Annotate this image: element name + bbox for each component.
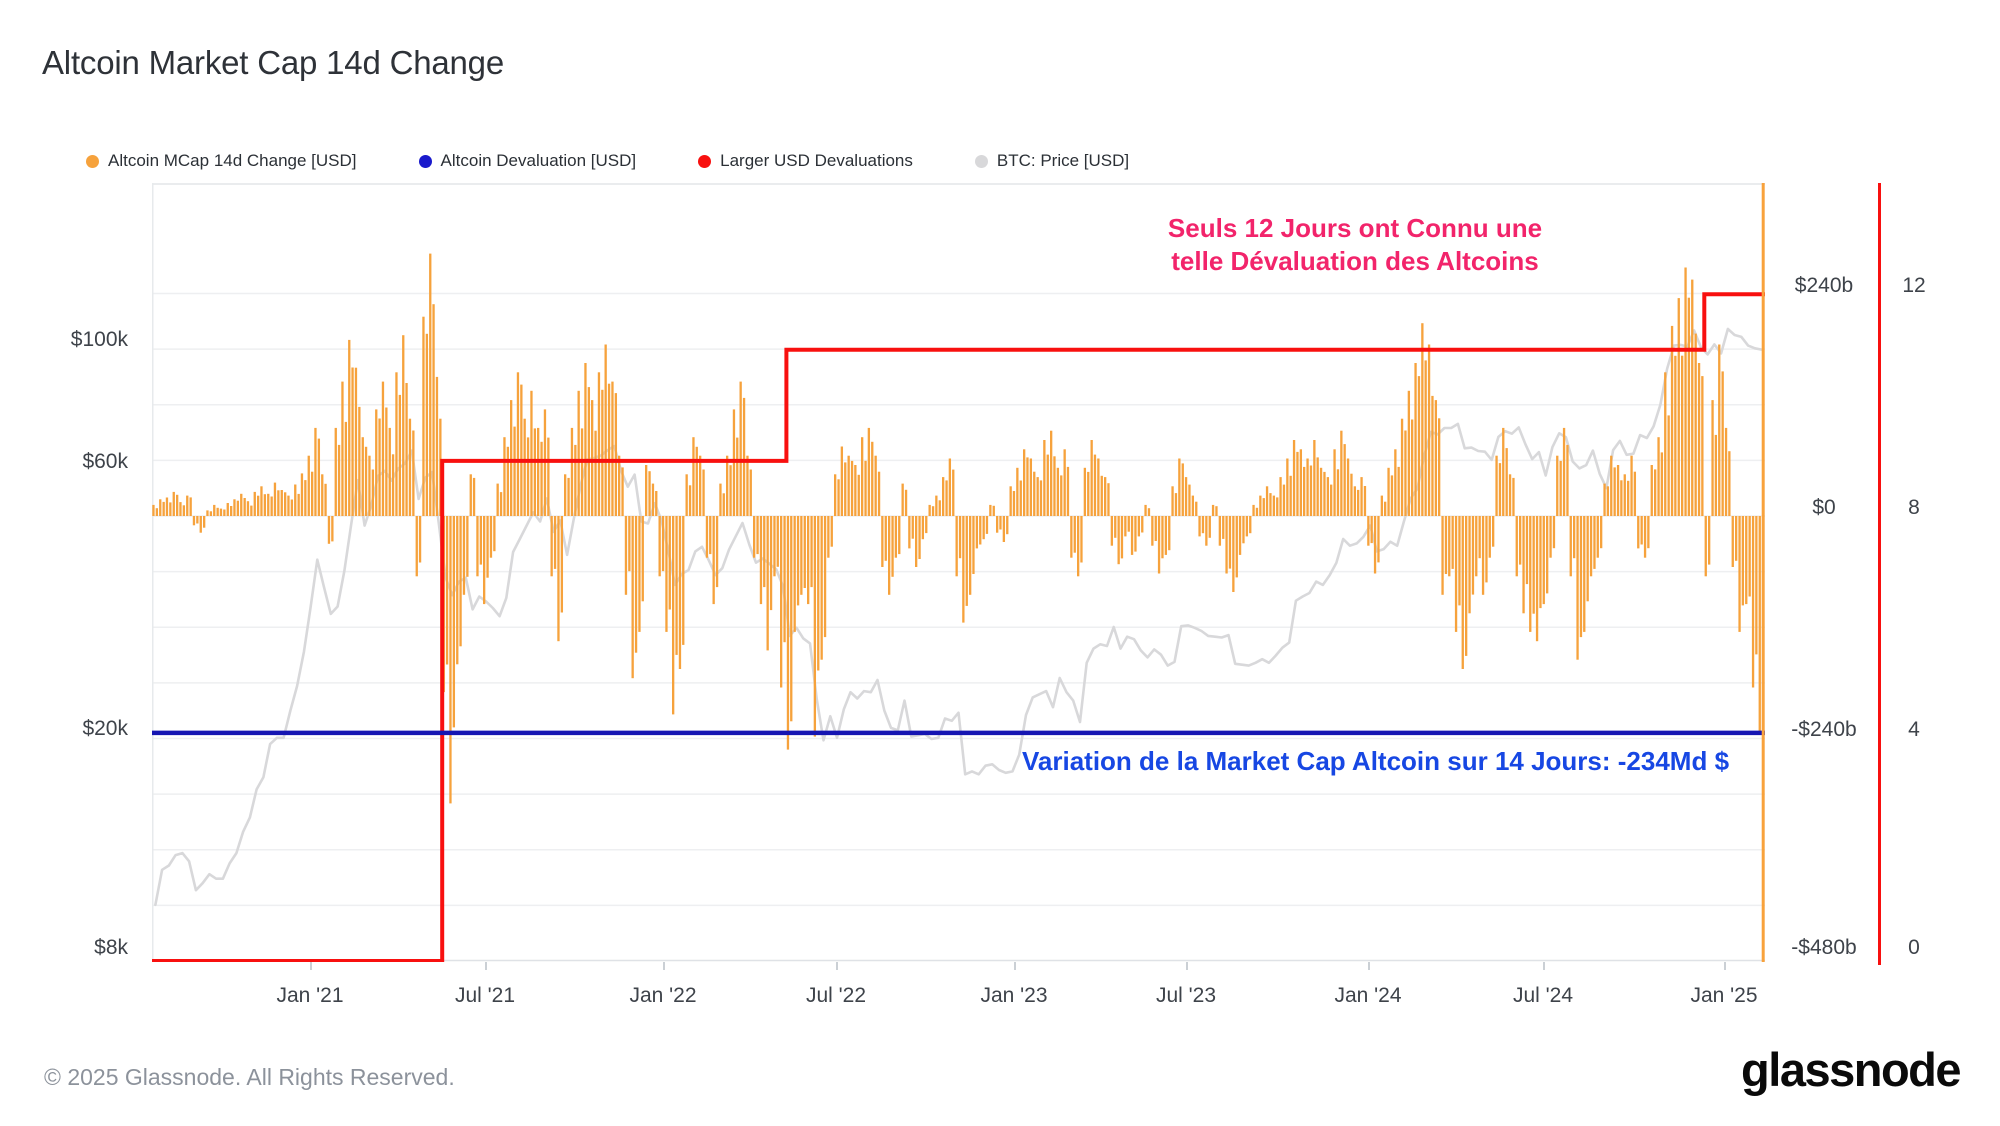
annotation-pink-line1: Seuls 12 Jours ont Connu une (1167, 213, 1543, 243)
chart-legend: Altcoin MCap 14d Change [USD] Altcoin De… (86, 151, 1129, 171)
x-axis-tick-mark (1186, 962, 1188, 970)
legend-item-btc-price[interactable]: BTC: Price [USD] (974, 151, 1130, 171)
x-axis-tick: Jan '23 (980, 984, 1048, 1007)
legend-label-larger-usd-devaluations: Larger USD Devaluations (720, 151, 913, 170)
x-axis-tick-mark (1724, 962, 1726, 970)
y-axis-left-tick: $60k (82, 450, 128, 473)
y-axis-count-tick: 0 (1908, 936, 1920, 959)
x-axis-tick: Jan '21 (276, 984, 344, 1007)
legend-label-btc-price: BTC: Price [USD] (996, 151, 1130, 170)
x-axis-tick-mark (663, 962, 665, 970)
legend-item-altcoin-devaluation[interactable]: Altcoin Devaluation [USD] (418, 151, 637, 171)
y-axis-usd-tick: -$240b (1791, 718, 1857, 741)
legend-item-altcoin-mcap[interactable]: Altcoin MCap 14d Change [USD] (86, 151, 357, 171)
x-axis-tick: Jan '24 (1334, 984, 1402, 1007)
legend-label-altcoin-mcap: Altcoin MCap 14d Change [USD] (108, 151, 357, 170)
x-axis-tick-mark (1014, 962, 1016, 970)
legend-dot-red-icon (698, 154, 712, 168)
y-axis-usd-tick: $0 (1812, 496, 1836, 519)
x-axis-tick: Jul '21 (454, 984, 516, 1007)
copyright-text: © 2025 Glassnode. All Rights Reserved. (44, 1064, 455, 1090)
x-axis-tick-mark (1368, 962, 1370, 970)
annotation-mcap-variation: Variation de la Market Cap Altcoin sur 1… (1022, 746, 1730, 776)
x-axis-tick-mark (836, 962, 838, 970)
y-axis-left-tick: $100k (70, 328, 128, 351)
x-axis-tick: Jan '22 (629, 984, 697, 1007)
devaluation-count-axis-line (1878, 183, 1881, 965)
x-axis-tick-mark (1543, 962, 1545, 970)
legend-dot-gray-icon (974, 154, 988, 168)
legend-item-larger-usd-devaluations[interactable]: Larger USD Devaluations (698, 151, 913, 171)
legend-label-altcoin-devaluation: Altcoin Devaluation [USD] (440, 151, 637, 170)
y-axis-count-tick: 4 (1908, 718, 1920, 741)
y-axis-usd-tick: $240b (1794, 274, 1854, 297)
legend-dot-orange-icon (86, 154, 99, 168)
legend-dot-blue-icon (418, 154, 432, 168)
glassnode-logo: glassnode (1741, 1043, 1961, 1096)
y-axis-count-tick: 8 (1908, 496, 1920, 519)
x-axis-tick-mark (485, 962, 487, 970)
x-axis-tick: Jul '24 (1512, 984, 1574, 1007)
annotation-devaluation-days: Seuls 12 Jours ont Connu une telle Déval… (1130, 212, 1580, 278)
y-axis-left-tick: $8k (94, 936, 128, 959)
chart-plot-area[interactable] (152, 183, 1765, 962)
page-title: Altcoin Market Cap 14d Change (42, 44, 504, 81)
annotation-pink-line2: telle Dévaluation des Altcoins (1171, 246, 1539, 276)
x-axis-tick: Jul '22 (805, 984, 867, 1007)
y-axis-count-tick: 12 (1902, 274, 1926, 297)
x-axis-tick-mark (310, 962, 312, 970)
y-axis-usd-tick: -$480b (1791, 936, 1857, 959)
chart-canvas[interactable] (152, 183, 1765, 962)
x-axis-tick: Jan '25 (1690, 984, 1758, 1007)
y-axis-left-tick: $20k (82, 717, 128, 740)
x-axis-tick: Jul '23 (1155, 984, 1217, 1007)
